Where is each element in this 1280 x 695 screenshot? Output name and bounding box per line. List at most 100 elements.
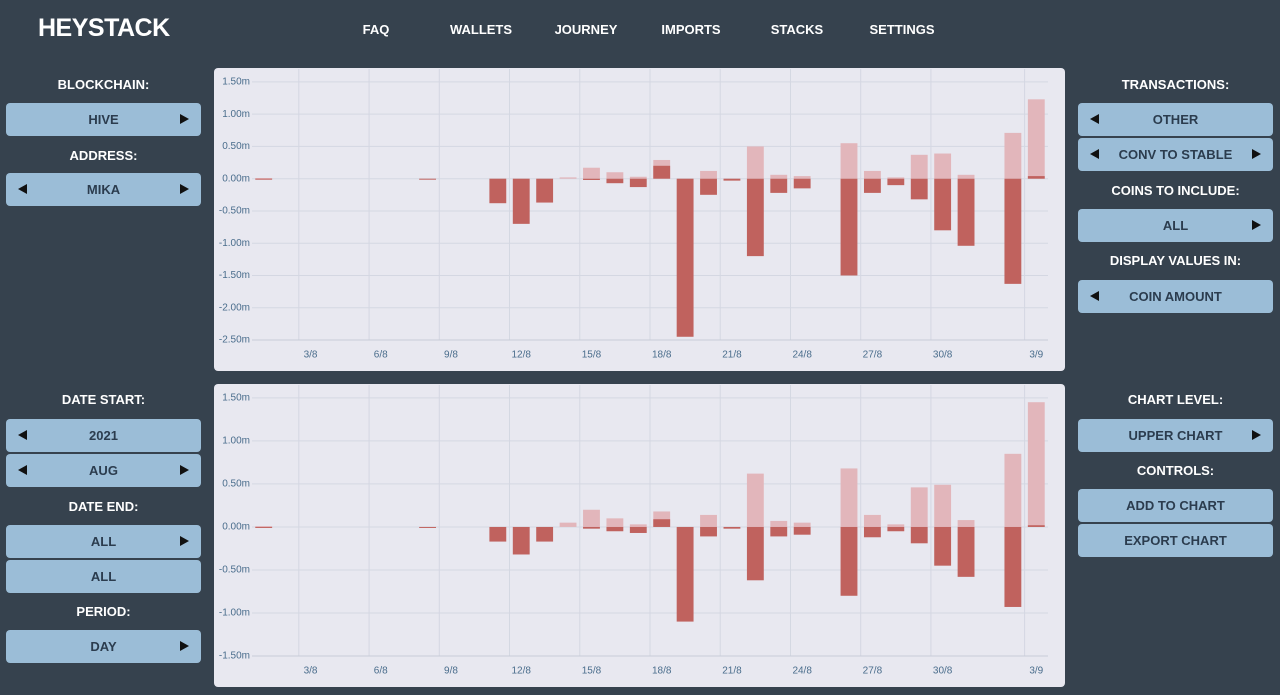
bar [629,178,647,188]
bar [793,178,811,189]
bar [863,178,881,193]
bar [255,526,273,528]
button[interactable]: ADD TO CHART [1078,489,1273,522]
bar [746,146,764,179]
bar [1004,453,1022,527]
bar [700,178,717,195]
bar [840,526,858,596]
x-tick-label: 24/8 [792,666,812,677]
button-text: OTHER [1152,112,1199,127]
nav-item[interactable]: STACKS [770,22,824,37]
x-tick-label: 3/8 [304,350,318,361]
label: CHART LEVEL: [1127,392,1224,407]
bar [934,526,952,566]
bar [863,526,881,538]
button[interactable]: ALL [1078,209,1273,242]
x-tick-label: 3/8 [304,666,318,677]
x-tick-label: 21/8 [722,350,742,361]
y-tick-label: -1.50m [219,651,250,662]
y-tick-label: 1.00m [222,109,250,120]
bar [770,526,788,537]
y-tick-label: 0.50m [222,479,250,490]
x-tick-label: 3/9 [1029,350,1043,361]
button[interactable]: ALL [6,525,201,558]
bar [606,172,624,179]
bar [723,178,741,181]
y-tick-label: 1.50m [222,393,250,404]
y-tick-label: -2.50m [219,335,250,346]
bar [629,526,647,533]
bar [1027,525,1045,527]
bar [700,526,717,537]
nav-item[interactable]: FAQ [362,22,390,37]
nav-item[interactable]: SETTINGS [869,22,935,37]
button[interactable]: OTHER [1078,103,1273,136]
bar [676,178,694,337]
button-text: EXPORT CHART [1124,533,1227,548]
button[interactable]: AUG [6,454,201,487]
bar [1004,178,1022,284]
bar [419,178,437,180]
button[interactable]: DAY [6,630,201,663]
bar [723,526,741,529]
label: BLOCKCHAIN: [57,77,150,92]
bar [793,526,811,535]
label: DATE START: [61,392,146,407]
bar [887,178,905,186]
x-tick-label: 12/8 [512,666,532,677]
bar [957,174,975,179]
y-tick-label: 1.50m [222,77,250,88]
y-tick-label: -1.00m [219,608,250,619]
x-tick-label: 18/8 [652,666,672,677]
button-text: ALL [90,534,117,549]
bar [489,526,507,542]
button[interactable]: MIKA [6,173,201,206]
bar [770,178,788,193]
app-title[interactable]: HEYSTACK [38,14,170,42]
label: PERIOD: [76,604,131,619]
nav-item[interactable]: JOURNEY [554,22,618,37]
bar [1027,99,1045,179]
bar [910,178,928,200]
bar [934,153,952,179]
bar [1004,132,1022,179]
x-tick-label: 24/8 [792,350,812,361]
button[interactable]: EXPORT CHART [1078,524,1273,557]
bar [512,526,530,555]
bar [583,526,600,529]
nav-item[interactable]: IMPORTS [661,22,721,37]
button-text: ALL [1162,218,1189,233]
button-text: MIKA [86,182,121,197]
bar [606,518,624,527]
x-tick-label: 27/8 [863,350,883,361]
button[interactable]: 2021 [6,419,201,452]
bar [676,526,694,622]
y-tick-label: 0.50m [222,141,250,152]
x-tick-label: 9/8 [444,350,458,361]
button[interactable]: COIN AMOUNT [1078,280,1273,313]
x-tick-label: 12/8 [512,350,532,361]
bar [910,526,928,544]
button[interactable]: CONV TO STABLE [1078,138,1273,171]
button-text: CONV TO STABLE [1118,147,1233,162]
bar [559,177,577,179]
bar [887,524,905,527]
bar [1027,176,1045,179]
y-tick-label: -0.50m [219,206,250,217]
x-tick-label: 30/8 [933,666,953,677]
bar [536,178,554,203]
bar [1027,402,1045,527]
x-tick-label: 30/8 [933,350,953,361]
button[interactable]: ALL [6,560,201,593]
x-tick-label: 6/8 [374,666,388,677]
bar [934,178,952,231]
label: COINS TO INCLUDE: [1111,183,1240,198]
nav-item[interactable]: WALLETS [449,22,513,37]
bar [746,473,764,527]
button[interactable]: UPPER CHART [1078,419,1273,452]
bar [536,526,554,542]
x-tick-label: 6/8 [374,350,388,361]
bar [746,526,764,581]
button-text: 2021 [89,428,118,443]
button[interactable]: HIVE [6,103,201,136]
